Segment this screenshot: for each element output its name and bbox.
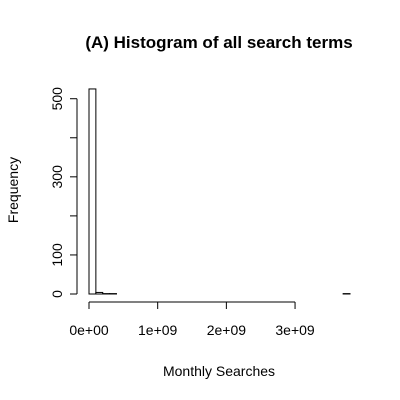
histogram-bar [95, 291, 104, 295]
y-tick-label: 300 [49, 165, 65, 189]
x-axis: 0e+00 1e+09 2e+09 3e+09 [69, 301, 315, 338]
y-tick-label: 100 [49, 243, 65, 267]
x-tick-label: 3e+09 [275, 322, 315, 338]
y-axis: 0 100 300 500 [49, 87, 78, 298]
histogram-bar [88, 88, 97, 295]
histogram-bars [88, 88, 351, 295]
x-tick-label: 0e+00 [69, 322, 109, 338]
x-tick-label: 1e+09 [138, 322, 178, 338]
y-tick-label: 0 [49, 290, 65, 298]
y-axis-label: Frequency [5, 157, 21, 223]
x-axis-label: Monthly Searches [163, 363, 275, 379]
x-tick-label: 2e+09 [207, 322, 247, 338]
y-tick-label: 500 [49, 87, 65, 111]
chart-title: (A) Histogram of all search terms [85, 33, 352, 52]
